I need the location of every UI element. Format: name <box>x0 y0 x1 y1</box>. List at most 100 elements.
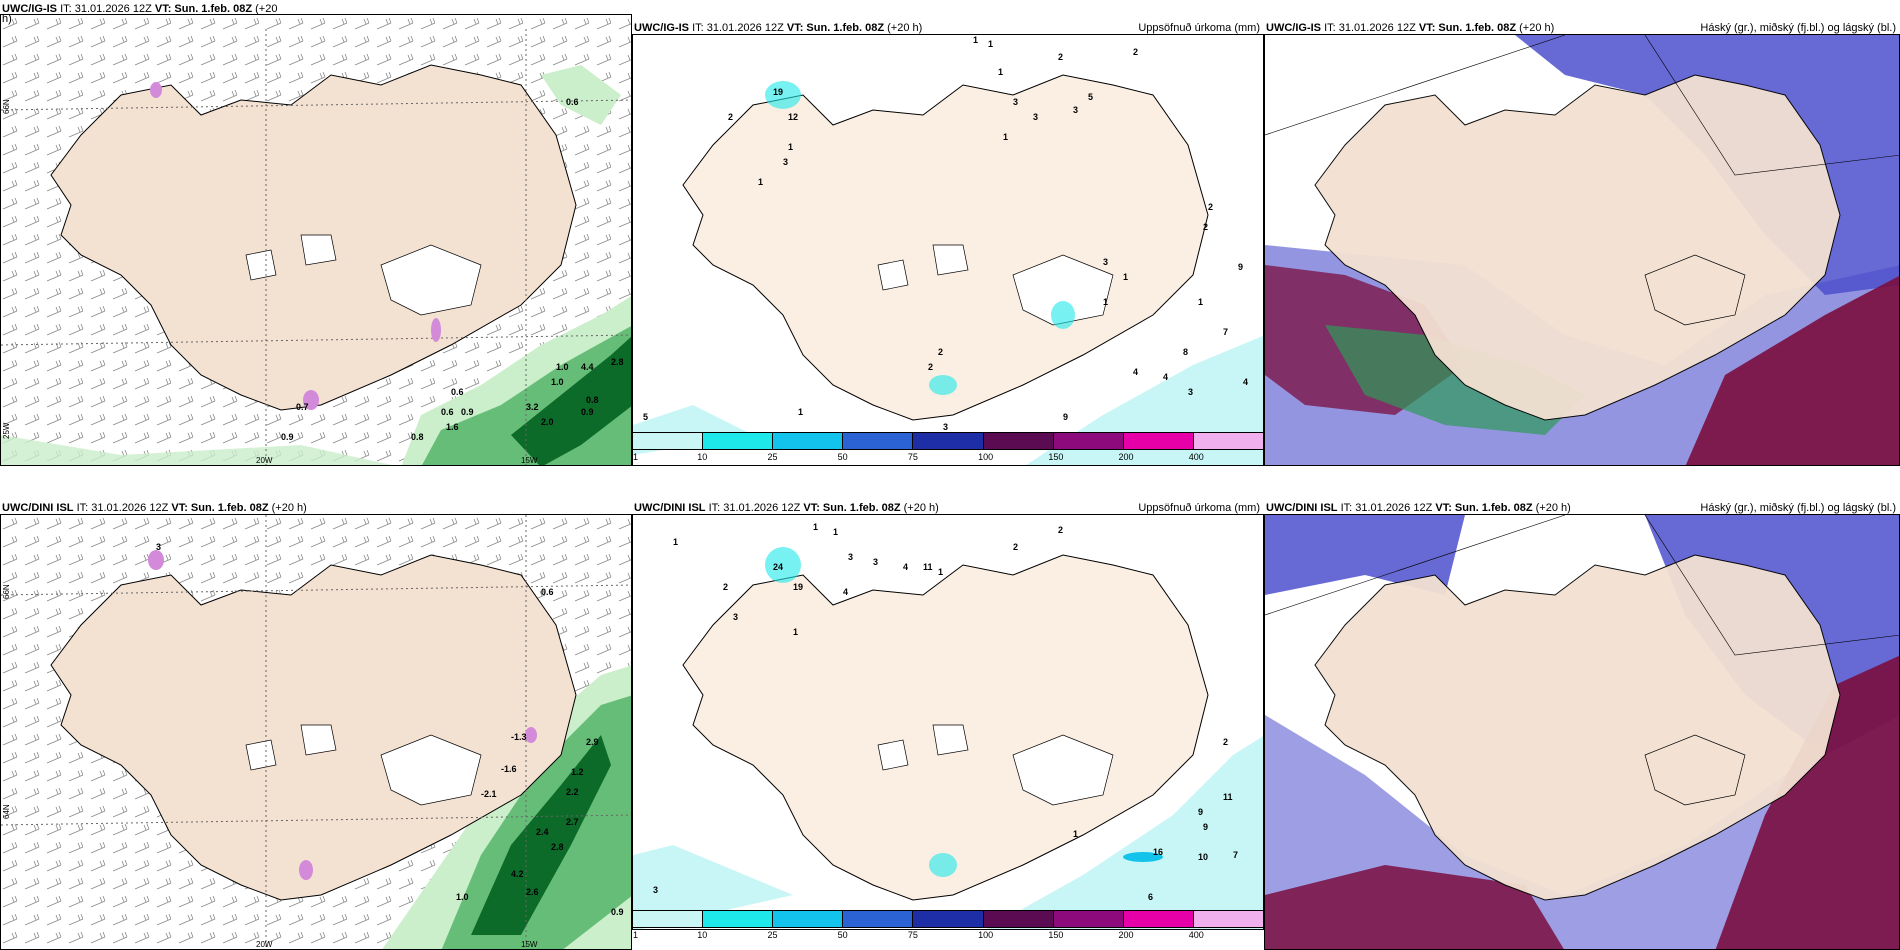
valid-time: VT: Sun. 1.feb. 08Z <box>171 502 269 514</box>
colorbar-swatch <box>633 433 704 449</box>
value-label: 9 <box>1238 262 1243 272</box>
panel-bottom-left-wind: UWC/DINI ISL IT: 31.01.2026 12Z VT: Sun.… <box>0 484 632 950</box>
value-label: 3 <box>783 157 788 167</box>
value-labels: 3 0.6 -1.3 -1.6 -2.1 2.9 1.2 2.2 2.7 2.42.8 4.22.6… <box>156 542 624 917</box>
cloud-map <box>1265 35 1899 465</box>
glacier-hofsjokull <box>300 234 337 266</box>
value-label: 2.8 <box>611 357 624 367</box>
colorbar-swatch <box>1193 911 1263 927</box>
value-label: 1 <box>1003 132 1008 142</box>
value-label: 9 <box>1063 412 1068 422</box>
colorbar-tick: 1 <box>633 930 639 940</box>
boundary-lines <box>1265 35 1899 176</box>
value-labels: 11122241923134113142119916107641031 <box>653 522 1238 924</box>
map-frame: 0.6 0.7 0.9 0.8 0.6 0.9 1.6 0.6 3.2 1.0 1.0 4.4 2.8 0… <box>0 14 632 466</box>
colorbar-tick: 200 <box>1118 930 1134 940</box>
lead-time: (+20 <box>255 3 278 15</box>
lat-label: 66N <box>2 584 11 599</box>
panel-top-left-wind: UWC/IG-IS IT: 31.01.2026 12Z VT: Sun. 1.… <box>0 0 632 466</box>
glacier <box>1012 254 1114 326</box>
value-label: 3 <box>653 885 658 895</box>
latitude-gridlines <box>1 99 631 346</box>
model-name: UWC/IG-IS <box>634 22 689 34</box>
longitude-gridlines <box>265 29 527 465</box>
colorbar-swatch <box>1193 433 1263 449</box>
colorbar-swatch <box>843 433 914 449</box>
high-cloud <box>1265 865 1564 949</box>
colorbar-tick: 25 <box>767 930 778 940</box>
glacier <box>932 724 969 756</box>
lead-time: (+20 h) <box>903 502 939 514</box>
pink-spot <box>299 860 313 880</box>
value-label: 2.2 <box>566 787 579 797</box>
colorbar-swatch <box>633 911 704 927</box>
value-label: 1 <box>1198 297 1203 307</box>
lon-label: 15W <box>521 940 538 949</box>
value-label: 3 <box>1033 112 1038 122</box>
value-label: 4.2 <box>511 869 524 879</box>
colorbar-swatch <box>843 911 914 927</box>
precip-spot <box>765 81 801 109</box>
colorbar-swatch <box>703 433 774 449</box>
iceland-land <box>1314 74 1841 421</box>
value-label: 5 <box>1088 92 1093 102</box>
panel-header: UWC/IG-IS IT: 31.01.2026 12Z VT: Sun. 1.… <box>1264 19 1900 37</box>
value-label: 3 <box>733 612 738 622</box>
wind-area-south <box>1 435 392 465</box>
cloud-map <box>1265 515 1899 949</box>
colorbar-swatch <box>773 911 844 927</box>
boundary-lines <box>1265 515 1899 656</box>
value-label: 1.6 <box>446 422 459 432</box>
lead-time: (+20 h) <box>271 502 307 514</box>
value-label: 2 <box>1013 542 1018 552</box>
precip-spot <box>929 853 957 877</box>
glacier <box>1644 734 1746 806</box>
colorbar-swatch <box>983 911 1054 927</box>
value-label: 2 <box>728 112 733 122</box>
lead-time: (+20 h) <box>887 22 923 34</box>
map-frame <box>1264 34 1900 466</box>
value-label: 2 <box>1058 52 1063 62</box>
value-label: 3 <box>1073 105 1078 115</box>
value-label: 1 <box>793 627 798 637</box>
model-name: UWC/DINI ISL <box>2 502 74 514</box>
value-label: 4 <box>1243 377 1248 387</box>
precip-area <box>986 736 1263 929</box>
lon-label: 20W <box>256 456 273 465</box>
value-label: 0.6 <box>441 407 454 417</box>
colorbar-swatch <box>913 433 984 449</box>
colorbar-tick: 100 <box>978 452 994 462</box>
value-label: 1.0 <box>556 362 569 372</box>
value-label: 1.2 <box>571 767 584 777</box>
value-label: 2.8 <box>551 842 564 852</box>
value-label: 3 <box>156 542 161 552</box>
lead-time: (+20 h) <box>1535 502 1571 514</box>
colorbar-tick: 25 <box>767 452 778 462</box>
value-label: 0.8 <box>411 432 424 442</box>
model-name: UWC/DINI ISL <box>1266 502 1338 514</box>
model-name: UWC/IG-IS <box>1266 22 1321 34</box>
value-label: 19 <box>773 87 783 97</box>
glacier-langjokull <box>245 249 277 281</box>
pink-spot <box>431 318 441 342</box>
value-label: 4 <box>903 562 908 572</box>
value-label: 3 <box>943 422 948 432</box>
glacier <box>380 734 482 806</box>
colorbar-tick: 150 <box>1048 452 1064 462</box>
value-label: 1 <box>758 177 763 187</box>
colorbar-tick: 50 <box>837 930 848 940</box>
glacier-vatnajokull <box>380 244 482 316</box>
colorbar-tick: 50 <box>837 452 848 462</box>
colorbar-swatch <box>1123 911 1194 927</box>
colorbar-swatch <box>983 433 1054 449</box>
glacier <box>877 739 909 771</box>
value-label: -1.6 <box>501 764 517 774</box>
value-label: 2.0 <box>541 417 554 427</box>
value-label: 1 <box>998 67 1003 77</box>
panel-top-mid-precip: UWC/IG-IS IT: 31.01.2026 12Z VT: Sun. 1.… <box>632 0 1264 466</box>
map-frame <box>1264 514 1900 950</box>
value-label: 1 <box>788 142 793 152</box>
value-label: 0.9 <box>581 407 594 417</box>
lat-label: 64N <box>2 804 11 819</box>
